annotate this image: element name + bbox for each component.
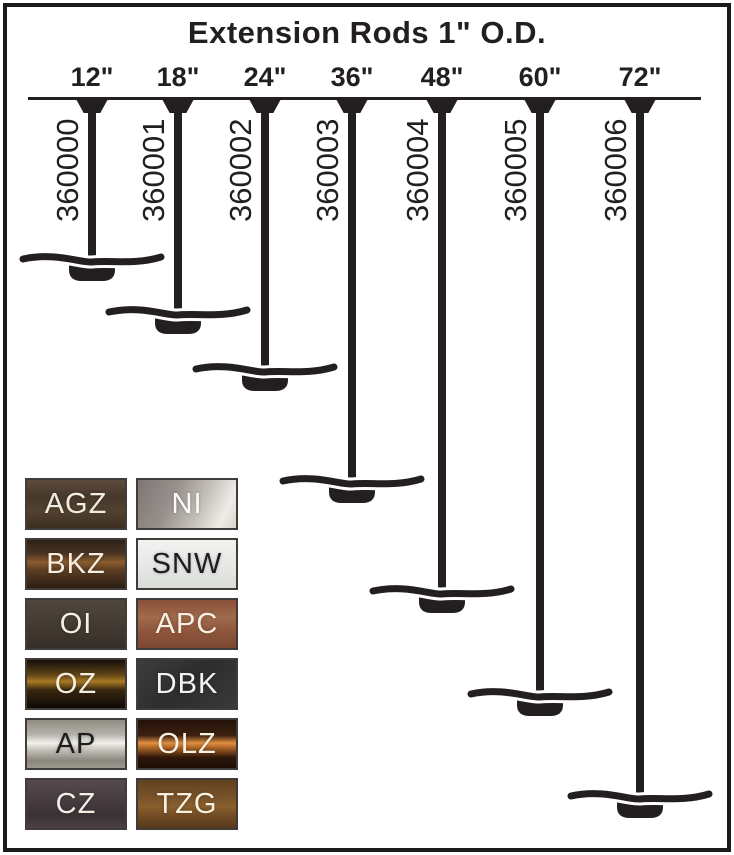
size-label: 12" bbox=[70, 62, 114, 92]
ceiling-fan-icon bbox=[189, 359, 341, 397]
ceiling-line bbox=[28, 97, 701, 100]
finish-swatch-ap: AP bbox=[25, 718, 127, 770]
finish-code-label: OZ bbox=[54, 667, 98, 700]
finish-code-label: OI bbox=[59, 607, 93, 640]
part-number-label: 360006 bbox=[598, 118, 633, 222]
finish-code-label: NI bbox=[171, 487, 203, 520]
downrod-line bbox=[261, 100, 269, 375]
finish-swatch-apc: APC bbox=[136, 598, 238, 650]
size-label: 60" bbox=[518, 62, 562, 92]
ceiling-fan-icon bbox=[16, 249, 168, 287]
downrod-line bbox=[536, 100, 544, 700]
finish-swatch-dbk: DBK bbox=[136, 658, 238, 710]
size-label: 24" bbox=[243, 62, 287, 92]
finish-swatch-cz: CZ bbox=[25, 778, 127, 830]
finish-swatch-oi: OI bbox=[25, 598, 127, 650]
part-number-label: 360001 bbox=[136, 118, 171, 222]
finish-code-label: AP bbox=[55, 727, 97, 760]
ceiling-fan-icon bbox=[564, 786, 716, 824]
ceiling-fan-icon bbox=[102, 302, 254, 340]
finish-code-label: SNW bbox=[151, 547, 223, 580]
downrod-line bbox=[438, 100, 446, 597]
size-label: 36" bbox=[330, 62, 374, 92]
finish-swatch-agz: AGZ bbox=[25, 478, 127, 530]
finish-code-label: APC bbox=[155, 607, 219, 640]
finish-code-label: OLZ bbox=[157, 727, 217, 760]
finish-code-label: TZG bbox=[156, 787, 218, 820]
downrod-line bbox=[174, 100, 182, 318]
finish-swatch-snw: SNW bbox=[136, 538, 238, 590]
finish-swatch-tzg: TZG bbox=[136, 778, 238, 830]
part-number-label: 360003 bbox=[310, 118, 345, 222]
part-number-label: 360004 bbox=[400, 118, 435, 222]
downrod-line bbox=[636, 100, 644, 802]
finish-swatch-oz: OZ bbox=[25, 658, 127, 710]
finish-code-label: AGZ bbox=[44, 487, 108, 520]
size-label: 48" bbox=[420, 62, 464, 92]
downrod-line bbox=[88, 100, 96, 265]
size-label: 72" bbox=[618, 62, 662, 92]
ceiling-fan-icon bbox=[276, 471, 428, 509]
part-number-label: 360000 bbox=[50, 118, 85, 222]
finish-swatch-olz: OLZ bbox=[136, 718, 238, 770]
finish-code-label: DBK bbox=[155, 667, 219, 700]
finish-code-label: BKZ bbox=[46, 547, 106, 580]
ceiling-fan-icon bbox=[366, 581, 518, 619]
size-label: 18" bbox=[156, 62, 200, 92]
ceiling-fan-icon bbox=[464, 684, 616, 722]
part-number-label: 360002 bbox=[223, 118, 258, 222]
finish-swatch-grid: AGZ NI BKZ SNW OI APC OZ DBK AP OLZ CZ T… bbox=[25, 478, 238, 830]
diagram-title: Extension Rods 1" O.D. bbox=[187, 15, 547, 50]
finish-code-label: CZ bbox=[55, 787, 97, 820]
downrod-line bbox=[348, 100, 356, 487]
finish-swatch-ni: NI bbox=[136, 478, 238, 530]
finish-swatch-bkz: BKZ bbox=[25, 538, 127, 590]
part-number-label: 360005 bbox=[498, 118, 533, 222]
